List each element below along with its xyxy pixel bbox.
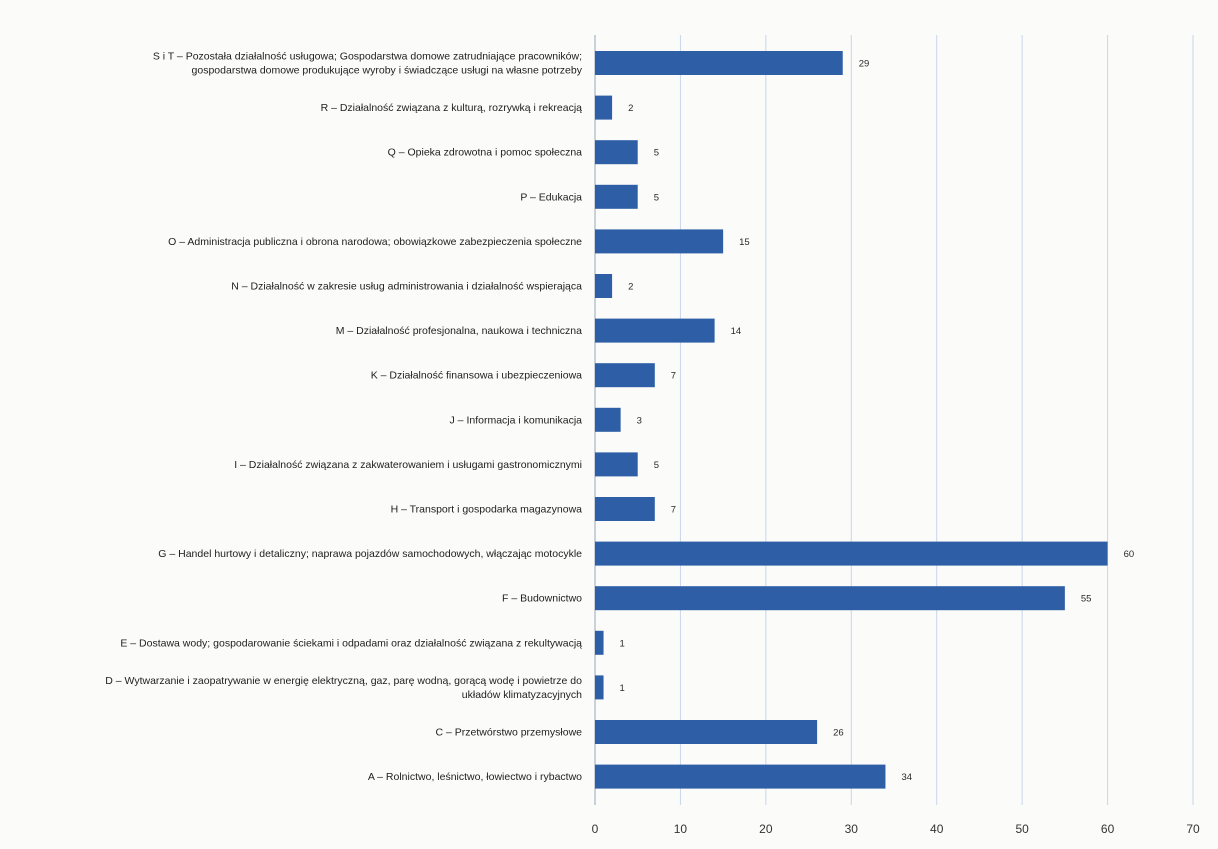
data-label: 2 <box>628 103 633 114</box>
x-tick-label: 50 <box>1015 822 1029 836</box>
x-tick-label: 20 <box>759 822 773 836</box>
data-label: 3 <box>637 415 642 426</box>
data-label: 34 <box>901 772 912 783</box>
x-tick-label: 30 <box>845 822 859 836</box>
category-label: F – Budownictwo <box>502 593 582 605</box>
bar <box>595 675 604 700</box>
category-label: O – Administracja publiczna i obrona nar… <box>168 236 582 248</box>
data-label: 5 <box>654 460 659 471</box>
category-label: A – Rolnictwo, leśnictwo, łowiectwo i ry… <box>368 771 582 783</box>
data-label: 7 <box>671 371 676 382</box>
data-label: 60 <box>1124 549 1135 560</box>
bar <box>595 586 1065 611</box>
bar <box>595 363 655 388</box>
bar <box>595 720 818 744</box>
category-label-line: F – Budownictwo <box>502 593 582 605</box>
bar <box>595 630 604 655</box>
category-label-line: P – Edukacja <box>520 191 582 203</box>
category-label: C – Przetwórstwo przemysłowe <box>436 727 583 739</box>
category-label-line: A – Rolnictwo, leśnictwo, łowiectwo i ry… <box>368 771 582 783</box>
x-axis-ticks: 0 10 20 30 40 50 60 70 <box>592 822 1200 836</box>
category-label-line: K – Działalność finansowa i ubezpieczeni… <box>371 370 582 382</box>
category-label-line: I – Działalność związana z zakwaterowani… <box>234 459 582 471</box>
category-label-line: C – Przetwórstwo przemysłowe <box>436 727 583 739</box>
data-label: 5 <box>654 192 659 203</box>
data-label: 55 <box>1081 594 1092 605</box>
data-label: 1 <box>620 683 625 694</box>
x-tick-label: 60 <box>1101 822 1115 836</box>
bar <box>595 407 621 432</box>
category-label: M – Działalność profesjonalna, naukowa i… <box>336 325 582 337</box>
bars <box>595 51 1108 789</box>
category-label-line: J – Informacja i komunikacja <box>450 414 583 426</box>
category-label-line: R – Działalność związana z kulturą, rozr… <box>321 102 583 114</box>
bar <box>595 764 886 789</box>
category-label-line: S i T – Pozostała działalność usługowa; … <box>153 51 582 63</box>
category-label-line: E – Dostawa wody; gospodarowanie ściekam… <box>120 637 582 649</box>
category-label: E – Dostawa wody; gospodarowanie ściekam… <box>120 637 582 649</box>
data-label: 15 <box>739 237 750 248</box>
category-label: P – Edukacja <box>520 191 582 203</box>
category-label: K – Działalność finansowa i ubezpieczeni… <box>371 370 582 382</box>
gridlines <box>594 35 1194 805</box>
x-tick-label: 40 <box>930 822 944 836</box>
bar <box>595 541 1108 566</box>
category-labels: S i T – Pozostała działalność usługowa; … <box>105 51 582 784</box>
category-label: R – Działalność związana z kulturą, rozr… <box>321 102 583 114</box>
data-label: 26 <box>833 728 844 739</box>
data-label: 29 <box>859 59 870 70</box>
category-label-line: O – Administracja publiczna i obrona nar… <box>168 236 582 248</box>
category-label: H – Transport i gospodarka magazynowa <box>391 504 583 516</box>
bar <box>595 318 715 343</box>
category-label: G – Handel hurtowy i detaliczny; naprawa… <box>158 548 582 560</box>
data-label: 2 <box>628 282 633 293</box>
category-label-line: H – Transport i gospodarka magazynowa <box>391 504 583 516</box>
category-label: Q – Opieka zdrowotna i pomoc społeczna <box>388 147 583 159</box>
category-label-line: G – Handel hurtowy i detaliczny; naprawa… <box>158 548 582 560</box>
data-label: 7 <box>671 505 676 516</box>
category-label: I – Działalność związana z zakwaterowani… <box>234 459 582 471</box>
bar <box>595 452 638 477</box>
data-label: 1 <box>620 638 625 649</box>
category-label-line: układów klimatyzacyjnych <box>462 689 582 701</box>
category-label-line: D – Wytwarzanie i zaopatrywanie w energi… <box>105 675 582 687</box>
category-label: J – Informacja i komunikacja <box>450 414 583 426</box>
category-label: S i T – Pozostała działalność usługowa; … <box>153 51 583 77</box>
bar <box>595 497 655 521</box>
category-label-line: N – Działalność w zakresie usług adminis… <box>231 281 582 293</box>
bar <box>595 229 724 254</box>
data-label: 14 <box>731 326 742 337</box>
x-tick-label: 0 <box>592 822 599 836</box>
data-label: 5 <box>654 148 659 159</box>
category-label-line: M – Działalność profesjonalna, naukowa i… <box>336 325 582 337</box>
category-label: N – Działalność w zakresie usług adminis… <box>231 281 582 293</box>
category-label: D – Wytwarzanie i zaopatrywanie w energi… <box>105 675 582 701</box>
bar <box>595 274 613 298</box>
bar <box>595 140 638 165</box>
x-tick-label: 10 <box>674 822 688 836</box>
category-label-line: gospodarstwa domowe produkujące wyroby i… <box>192 65 583 77</box>
x-tick-label: 70 <box>1186 822 1200 836</box>
bar <box>595 51 843 75</box>
bar <box>595 95 613 120</box>
bar <box>595 184 638 209</box>
category-label-line: Q – Opieka zdrowotna i pomoc społeczna <box>388 147 583 159</box>
